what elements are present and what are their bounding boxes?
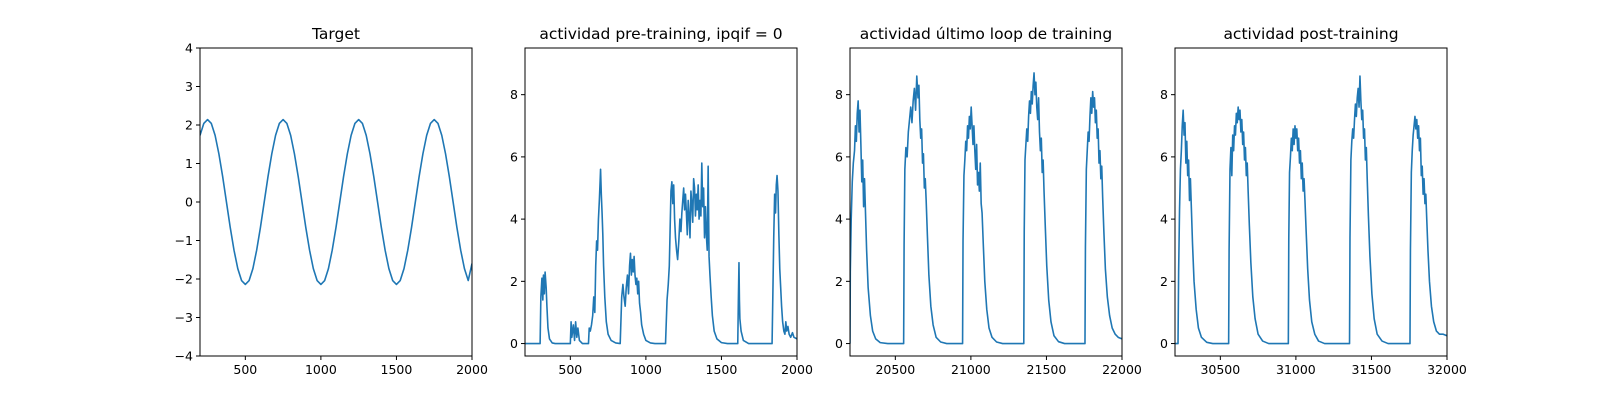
y-tick-label: 4 xyxy=(510,212,518,227)
x-tick-label: 32000 xyxy=(1427,362,1467,377)
chart-title: Target xyxy=(311,25,360,43)
x-tick-label: 22000 xyxy=(1102,362,1142,377)
series-line xyxy=(850,72,1122,345)
y-tick-label: 3 xyxy=(185,79,193,94)
x-tick-label: 31000 xyxy=(1276,362,1316,377)
y-tick-label: 0 xyxy=(510,336,518,351)
chart-panel-1: Target 500 1000 1500 2000 −4 −3 −2 −1 0 1 2 3 4 xyxy=(175,25,488,377)
y-tick-label: 4 xyxy=(185,41,193,56)
chart-panel-4: actividad post-training 30500 31000 31500 32… xyxy=(1160,25,1467,377)
y-tick-label: 1 xyxy=(185,156,193,171)
x-tick-label: 31500 xyxy=(1352,362,1392,377)
series-line xyxy=(200,118,472,286)
y-tick-label: −1 xyxy=(175,233,193,248)
x-tick-label: 1000 xyxy=(630,362,662,377)
y-tick-label: 4 xyxy=(835,212,843,227)
y-tick-label: 0 xyxy=(1160,336,1168,351)
y-tick-label: 8 xyxy=(1160,87,1168,102)
x-tick-label: 21000 xyxy=(951,362,991,377)
chart-title: actividad post-training xyxy=(1223,25,1398,43)
x-tick-label: 500 xyxy=(233,362,257,377)
y-tick-label: 2 xyxy=(1160,274,1168,289)
y-tick-label: 2 xyxy=(510,274,518,289)
y-tick-label: 6 xyxy=(1160,149,1168,164)
x-tick-label: 21500 xyxy=(1027,362,1067,377)
y-tick-label: 6 xyxy=(510,149,518,164)
chart-panel-2: actividad pre-training, ipqif = 0 500 1000… xyxy=(510,25,813,377)
plot-frame xyxy=(524,47,798,357)
x-tick-label: 1000 xyxy=(305,362,337,377)
series-line xyxy=(525,162,797,345)
y-tick-label: 0 xyxy=(185,195,193,210)
y-tick-label: 8 xyxy=(510,87,518,102)
y-tick-label: −4 xyxy=(175,349,193,364)
x-tick-label: 1500 xyxy=(706,362,738,377)
y-tick-label: 2 xyxy=(185,118,193,133)
chart-title: actividad pre-training, ipqif = 0 xyxy=(539,25,782,43)
y-tick-label: 8 xyxy=(835,87,843,102)
x-tick-label: 500 xyxy=(558,362,582,377)
y-tick-label: 4 xyxy=(1160,212,1168,227)
y-tick-label: 2 xyxy=(835,274,843,289)
y-tick-label: −2 xyxy=(175,272,193,287)
y-tick-label: 6 xyxy=(835,149,843,164)
y-tick-label: −3 xyxy=(175,310,193,325)
y-tick-label: 0 xyxy=(835,336,843,351)
x-tick-label: 20500 xyxy=(875,362,915,377)
x-tick-label: 2000 xyxy=(781,362,813,377)
x-tick-label: 30500 xyxy=(1200,362,1240,377)
plot-frame xyxy=(849,47,1123,357)
plot-frame xyxy=(1174,47,1448,357)
plot-frame xyxy=(199,47,473,357)
x-tick-label: 1500 xyxy=(381,362,413,377)
chart-panel-3: actividad último loop de training 20500 21… xyxy=(835,25,1142,377)
series-line xyxy=(1175,75,1447,345)
x-tick-label: 2000 xyxy=(456,362,488,377)
chart-title: actividad último loop de training xyxy=(860,25,1112,43)
